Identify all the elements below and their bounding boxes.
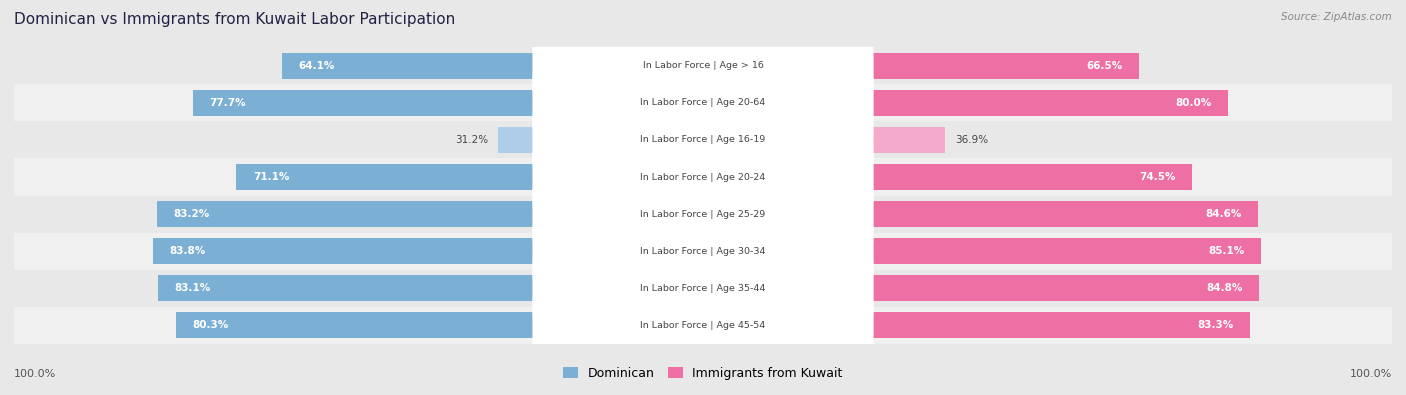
- Text: 83.2%: 83.2%: [173, 209, 209, 219]
- Text: 74.5%: 74.5%: [1139, 172, 1175, 182]
- Text: 83.8%: 83.8%: [170, 246, 205, 256]
- Text: 80.3%: 80.3%: [193, 320, 229, 330]
- Bar: [157, 275, 703, 301]
- Bar: [14, 121, 1392, 158]
- Legend: Dominican, Immigrants from Kuwait: Dominican, Immigrants from Kuwait: [558, 362, 848, 385]
- FancyBboxPatch shape: [533, 15, 873, 116]
- Text: In Labor Force | Age 20-24: In Labor Force | Age 20-24: [640, 173, 766, 182]
- Text: 100.0%: 100.0%: [1350, 369, 1392, 379]
- Bar: [283, 53, 703, 79]
- Text: In Labor Force | Age 20-64: In Labor Force | Age 20-64: [640, 98, 766, 107]
- Bar: [14, 307, 1392, 344]
- Bar: [703, 201, 1258, 228]
- Bar: [703, 312, 1250, 339]
- FancyBboxPatch shape: [533, 53, 873, 153]
- Text: In Labor Force | Age 25-29: In Labor Force | Age 25-29: [640, 209, 766, 218]
- Text: 36.9%: 36.9%: [955, 135, 988, 145]
- FancyBboxPatch shape: [533, 164, 873, 264]
- Bar: [703, 164, 1192, 190]
- Bar: [14, 269, 1392, 307]
- Text: 80.0%: 80.0%: [1175, 98, 1212, 108]
- Text: In Labor Force | Age 16-19: In Labor Force | Age 16-19: [640, 135, 766, 145]
- Bar: [14, 47, 1392, 85]
- Bar: [498, 127, 703, 153]
- FancyBboxPatch shape: [533, 127, 873, 228]
- Text: 66.5%: 66.5%: [1087, 61, 1123, 71]
- Bar: [14, 85, 1392, 121]
- Text: 100.0%: 100.0%: [14, 369, 56, 379]
- Text: 83.3%: 83.3%: [1197, 320, 1233, 330]
- FancyBboxPatch shape: [533, 201, 873, 301]
- Bar: [193, 90, 703, 116]
- Text: In Labor Force | Age 30-34: In Labor Force | Age 30-34: [640, 246, 766, 256]
- Bar: [703, 53, 1139, 79]
- Text: In Labor Force | Age > 16: In Labor Force | Age > 16: [643, 61, 763, 70]
- Text: 83.1%: 83.1%: [174, 283, 211, 293]
- Text: 71.1%: 71.1%: [253, 172, 290, 182]
- Bar: [176, 312, 703, 339]
- Text: 64.1%: 64.1%: [299, 61, 335, 71]
- Bar: [14, 196, 1392, 233]
- Bar: [157, 201, 703, 228]
- FancyBboxPatch shape: [533, 238, 873, 339]
- Bar: [703, 127, 945, 153]
- FancyBboxPatch shape: [533, 275, 873, 376]
- Bar: [703, 90, 1227, 116]
- Bar: [703, 275, 1260, 301]
- Bar: [153, 238, 703, 264]
- Text: 84.6%: 84.6%: [1205, 209, 1241, 219]
- Bar: [14, 233, 1392, 269]
- Bar: [703, 238, 1261, 264]
- Text: Dominican vs Immigrants from Kuwait Labor Participation: Dominican vs Immigrants from Kuwait Labo…: [14, 12, 456, 27]
- Bar: [236, 164, 703, 190]
- Bar: [14, 158, 1392, 196]
- Text: Source: ZipAtlas.com: Source: ZipAtlas.com: [1281, 12, 1392, 22]
- Text: 77.7%: 77.7%: [209, 98, 246, 108]
- Text: 84.8%: 84.8%: [1206, 283, 1243, 293]
- FancyBboxPatch shape: [533, 90, 873, 190]
- Text: 31.2%: 31.2%: [456, 135, 488, 145]
- Text: 85.1%: 85.1%: [1209, 246, 1244, 256]
- Text: In Labor Force | Age 45-54: In Labor Force | Age 45-54: [640, 321, 766, 330]
- Text: In Labor Force | Age 35-44: In Labor Force | Age 35-44: [640, 284, 766, 293]
